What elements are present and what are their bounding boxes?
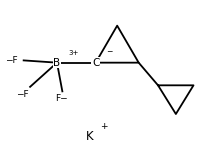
Text: K: K xyxy=(85,130,93,143)
Text: −F: −F xyxy=(6,56,18,65)
Text: B: B xyxy=(53,58,61,68)
Text: C: C xyxy=(92,58,99,68)
Text: +: + xyxy=(100,122,108,131)
Text: −F: −F xyxy=(16,90,29,99)
Text: 3+: 3+ xyxy=(69,50,79,56)
Text: F−: F− xyxy=(55,94,68,103)
Text: −: − xyxy=(106,47,112,56)
